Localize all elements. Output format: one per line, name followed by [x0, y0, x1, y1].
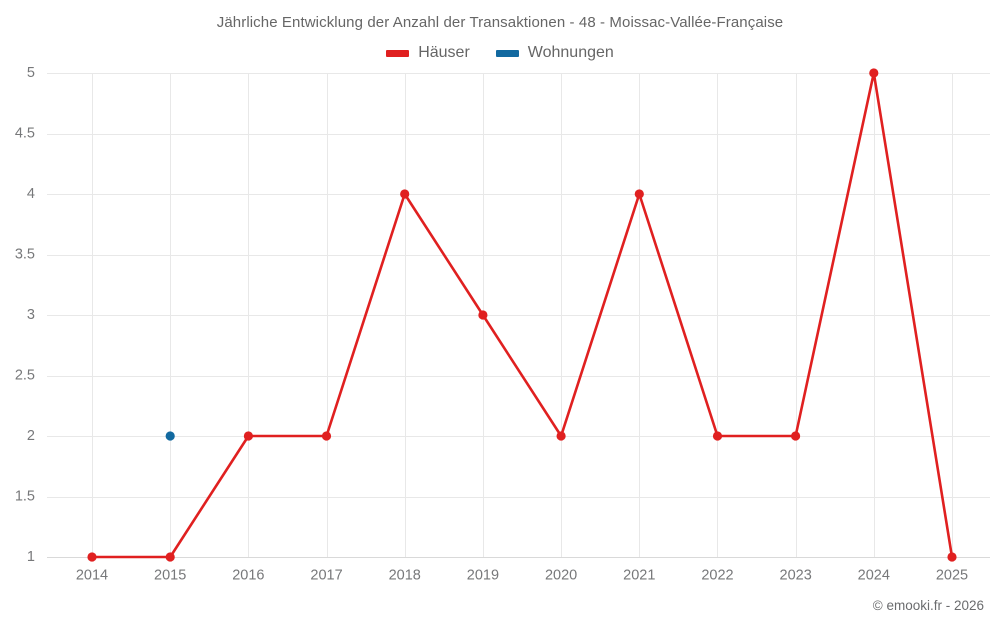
x-axis-tick-label: 2025	[936, 568, 968, 584]
legend-swatch-haeuser	[386, 49, 410, 57]
chart-title: Jährliche Entwicklung der Anzahl der Tra…	[216, 14, 784, 31]
legend-label-haeuser: Häuser	[418, 44, 470, 61]
legend-label-wohnungen: Wohnungen	[527, 44, 614, 61]
data-point[interactable]	[478, 310, 488, 320]
x-axis-tick-label: 2019	[467, 568, 499, 584]
legend-item-wohnungen[interactable]: Wohnungen	[495, 44, 614, 61]
data-point[interactable]	[712, 431, 723, 441]
x-axis-tick-label: 2022	[701, 568, 733, 584]
y-axis-tick-label: 4.5	[15, 125, 35, 141]
x-axis-tick-label: 2018	[389, 568, 421, 584]
data-point[interactable]	[947, 552, 957, 562]
y-axis-tick-label: 3.5	[15, 246, 35, 262]
x-axis-tick-label: 2014	[76, 568, 108, 584]
data-point[interactable]	[165, 552, 175, 562]
data-point[interactable]	[869, 68, 879, 78]
y-axis-tick-label: 1.5	[15, 488, 35, 504]
data-point[interactable]	[243, 431, 253, 441]
x-axis-tick-label: 2023	[780, 568, 812, 584]
data-point[interactable]	[634, 189, 644, 199]
y-axis-tick-label: 2	[27, 428, 35, 444]
x-axis-tick-label: 2020	[545, 568, 577, 584]
x-axis-tick-label: 2016	[232, 568, 264, 584]
data-point[interactable]	[87, 552, 97, 562]
x-axis-tick-label: 2015	[154, 568, 186, 584]
y-axis-tick-label: 2.5	[15, 367, 35, 383]
y-axis-tick-label: 5	[27, 65, 35, 81]
data-point[interactable]	[165, 431, 175, 441]
data-point[interactable]	[321, 431, 332, 441]
series-line-häuser	[90, 71, 954, 559]
copyright-credit: © emooki.fr - 2026	[872, 598, 984, 613]
y-axis-tick-label: 1	[27, 549, 35, 565]
legend-swatch-wohnungen	[495, 49, 519, 57]
x-axis-tick-label: 2024	[858, 568, 890, 584]
y-axis-tick-label: 4	[27, 186, 35, 202]
y-axis-tick-label: 3	[27, 307, 35, 323]
data-point[interactable]	[400, 189, 410, 199]
data-point[interactable]	[556, 431, 566, 441]
x-axis-tick-label: 2021	[623, 568, 655, 584]
x-axis-tick-label: 2017	[310, 568, 342, 584]
legend-item-haeuser[interactable]: Häuser	[386, 45, 470, 61]
chart-legend: Häuser Wohnungen	[0, 45, 1000, 61]
data-point[interactable]	[791, 431, 801, 441]
